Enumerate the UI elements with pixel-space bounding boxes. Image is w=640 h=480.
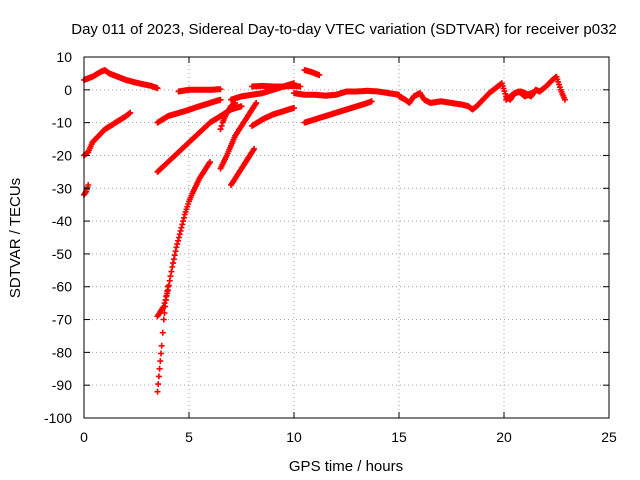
point-marks bbox=[154, 283, 171, 395]
series-track-14 bbox=[249, 82, 304, 90]
series-track-17 bbox=[301, 98, 375, 126]
y-tick-label: -60 bbox=[52, 279, 72, 295]
series-track-15 bbox=[301, 67, 323, 79]
y-tick-label: -40 bbox=[52, 213, 72, 229]
y-tick-label: -50 bbox=[52, 246, 72, 262]
grid-lines bbox=[84, 57, 609, 418]
x-tick-label: 20 bbox=[496, 429, 512, 445]
series-track-5 bbox=[154, 283, 171, 395]
y-tick-label: -90 bbox=[52, 377, 72, 393]
y-axis-label: SDTVAR / TECUs bbox=[7, 178, 24, 298]
series-track-8 bbox=[175, 86, 224, 95]
x-tick-label: 5 bbox=[185, 429, 193, 445]
data-points bbox=[81, 67, 568, 395]
point-marks bbox=[217, 99, 239, 133]
y-tick-label: -10 bbox=[52, 115, 72, 131]
plot-frame bbox=[83, 56, 610, 419]
y-tick-label: -20 bbox=[52, 147, 72, 163]
point-marks bbox=[175, 86, 224, 95]
y-tick-label: -100 bbox=[44, 410, 72, 426]
point-marks bbox=[249, 104, 297, 129]
y-tick-labels: 10 0 -10 -20 -30 -40 -50 -60 -70 -80 -90 -100 bbox=[44, 49, 72, 426]
x-tick-label: 25 bbox=[601, 429, 617, 445]
series-track-9 bbox=[217, 99, 260, 172]
chart-title: Day 011 of 2023, Sidereal Day-to-day VTE… bbox=[71, 21, 617, 38]
y-tick-label: 0 bbox=[64, 82, 72, 98]
series-track-6 bbox=[154, 103, 245, 175]
axis-ticks bbox=[83, 56, 610, 419]
x-tick-labels: 0 5 10 15 20 25 bbox=[80, 429, 617, 445]
x-tick-label: 15 bbox=[391, 429, 407, 445]
x-axis-label: GPS time / hours bbox=[289, 458, 403, 475]
x-tick-label: 0 bbox=[80, 429, 88, 445]
point-marks bbox=[503, 88, 535, 103]
y-tick-label: -80 bbox=[52, 344, 72, 360]
series-track-16 bbox=[291, 87, 402, 99]
series-track-11 bbox=[228, 145, 258, 188]
series-track-10 bbox=[217, 99, 239, 133]
x-tick-label: 10 bbox=[286, 429, 302, 445]
point-marks bbox=[228, 145, 258, 188]
y-tick-label: -30 bbox=[52, 180, 72, 196]
y-tick-label: 10 bbox=[56, 49, 72, 65]
point-marks bbox=[154, 103, 245, 175]
point-marks bbox=[301, 98, 375, 126]
y-tick-label: -70 bbox=[52, 312, 72, 328]
point-marks bbox=[217, 99, 260, 172]
point-marks bbox=[154, 96, 224, 126]
series-track-7 bbox=[154, 96, 224, 126]
point-marks bbox=[291, 87, 402, 99]
point-marks bbox=[301, 67, 323, 79]
point-marks bbox=[249, 82, 304, 90]
series-track-19 bbox=[503, 88, 535, 103]
series-track-13 bbox=[249, 104, 297, 129]
